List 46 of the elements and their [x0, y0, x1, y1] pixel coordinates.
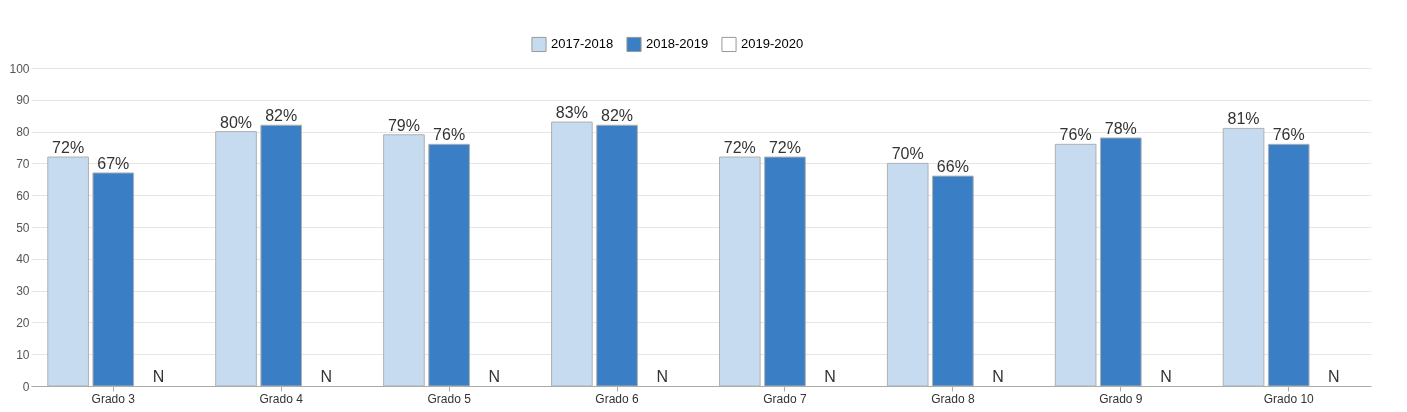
- text: N: [1160, 368, 1172, 385]
- y-tick-label: 20: [16, 315, 30, 330]
- y-tick-label: 40: [16, 252, 30, 267]
- data-label: 82%: [601, 107, 634, 125]
- data-label: 76%: [433, 126, 466, 144]
- y-tick-label: 10: [16, 347, 30, 362]
- text: N: [152, 368, 165, 385]
- data-label: 83%: [555, 104, 588, 122]
- legend-label: 2018-2019: [646, 36, 709, 52]
- x-tick-label: Grado 10: [1263, 391, 1315, 406]
- legend-label: 2019-2020: [741, 36, 804, 52]
- y-tick-label: 30: [16, 284, 30, 299]
- y-tick-label: 70: [16, 156, 30, 171]
- y-tick-label: 80: [16, 125, 30, 140]
- y-tick-label: 60: [16, 188, 30, 203]
- data-label: 70%: [891, 145, 924, 163]
- y-tick-label: 100: [9, 61, 30, 76]
- data-label: 67%: [97, 154, 130, 172]
- data-label: 76%: [1059, 126, 1092, 144]
- data-label: 66%: [936, 158, 969, 176]
- x-tick-label: Grado 9: [1099, 391, 1143, 406]
- data-label: 79%: [387, 116, 420, 134]
- text: N: [656, 368, 668, 385]
- legend-label: 2017-2018: [551, 36, 614, 52]
- data-label: 72%: [723, 139, 756, 157]
- y-tick-label: 0: [22, 379, 30, 394]
- text: N: [824, 368, 836, 385]
- data-label: 72%: [768, 139, 801, 157]
- text: N: [488, 368, 501, 385]
- data-label: 72%: [52, 139, 85, 157]
- y-tick-label: 50: [16, 220, 30, 235]
- y-tick-label: 90: [16, 93, 30, 108]
- x-tick-label: Grado 7: [763, 391, 807, 406]
- data-label: 76%: [1272, 126, 1305, 144]
- x-tick-label: Grado 8: [931, 391, 975, 406]
- data-label: 78%: [1104, 119, 1137, 137]
- data-label: 82%: [265, 107, 298, 125]
- text: N: [992, 368, 1004, 385]
- x-tick-label: Grado 3: [91, 391, 136, 406]
- text: N: [1328, 368, 1340, 385]
- data-label: 81%: [1227, 110, 1260, 128]
- x-tick-label: Grado 4: [259, 391, 304, 406]
- text: N: [320, 368, 333, 385]
- x-tick-label: Grado 6: [595, 391, 640, 406]
- x-tick-label: Grado 5: [427, 391, 472, 406]
- data-label: 80%: [220, 113, 253, 131]
